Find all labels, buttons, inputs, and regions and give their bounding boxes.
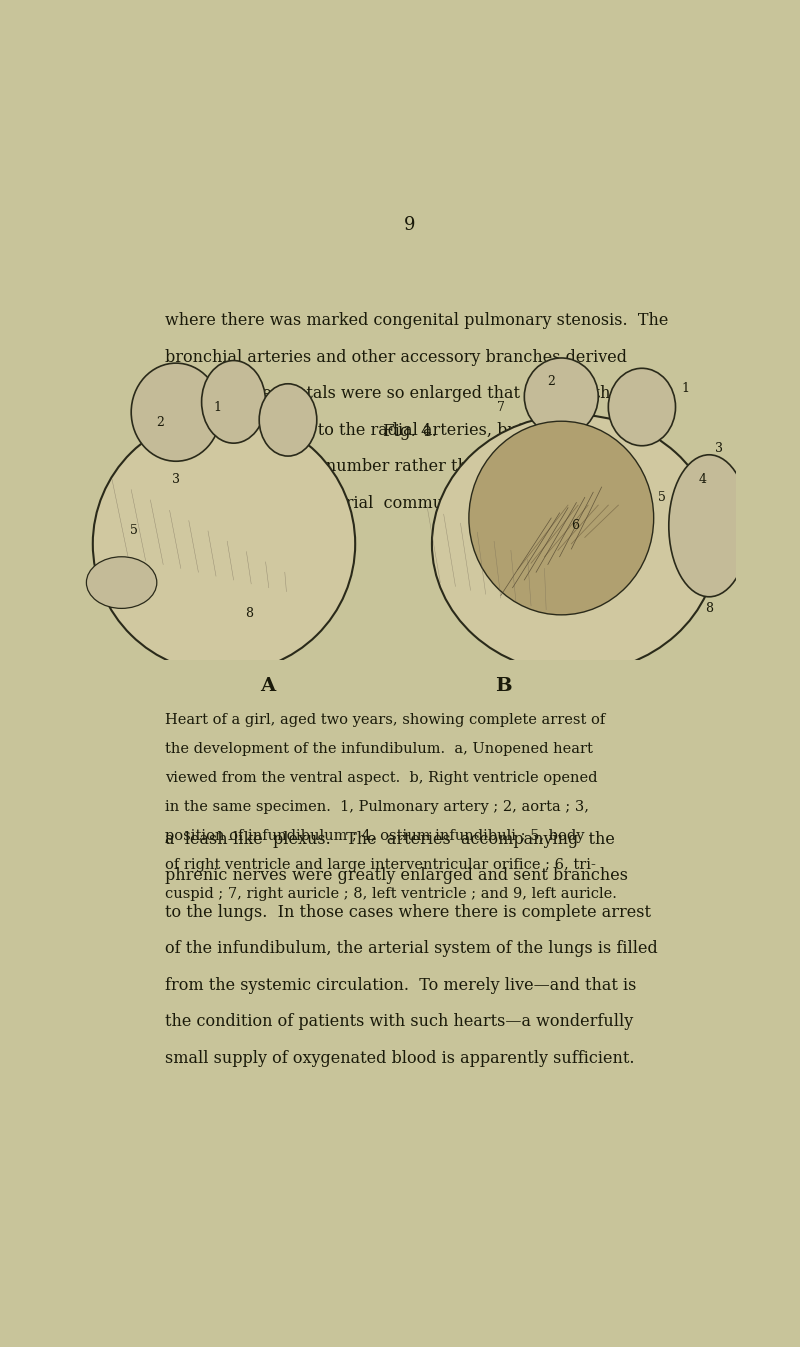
Text: where there was marked congenital pulmonary stenosis.  The: where there was marked congenital pulmon… bbox=[165, 313, 669, 329]
Text: from the intercostals were so enlarged that some of them: from the intercostals were so enlarged t… bbox=[165, 385, 635, 401]
Text: 3: 3 bbox=[172, 473, 180, 486]
Text: Heart of a girl, aged two years, showing complete arrest of: Heart of a girl, aged two years, showing… bbox=[165, 714, 606, 727]
Text: 5: 5 bbox=[658, 490, 666, 504]
Text: cuspid ; 7, right auricle ; 8, left ventricle ; and 9, left auricle.: cuspid ; 7, right auricle ; 8, left vent… bbox=[165, 888, 617, 901]
Ellipse shape bbox=[86, 556, 157, 609]
Text: 3: 3 bbox=[715, 442, 723, 455]
Text: to the lungs.  In those cases where there is complete arrest: to the lungs. In those cases where there… bbox=[165, 904, 651, 920]
Text: B: B bbox=[494, 678, 511, 695]
Ellipse shape bbox=[131, 364, 221, 461]
Text: from the systemic circulation.  To merely live—and that is: from the systemic circulation. To merely… bbox=[165, 977, 637, 994]
Text: of the infundibulum, the arterial system of the lungs is filled: of the infundibulum, the arterial system… bbox=[165, 940, 658, 958]
Text: 7: 7 bbox=[497, 400, 505, 414]
Text: bronchial arteries and other accessory branches derived: bronchial arteries and other accessory b… bbox=[165, 349, 627, 365]
Text: position of infundibulum ; 4, ostium infundibuli ; 5, body: position of infundibulum ; 4, ostium inf… bbox=[165, 830, 585, 843]
Ellipse shape bbox=[259, 384, 317, 457]
Ellipse shape bbox=[432, 415, 718, 674]
Text: 5: 5 bbox=[130, 524, 138, 537]
Text: 1: 1 bbox=[682, 383, 690, 396]
Text: Fig. 4.: Fig. 4. bbox=[383, 423, 437, 440]
Text: the condition of patients with such hearts—a wonderfully: the condition of patients with such hear… bbox=[165, 1013, 634, 1030]
Text: the development of the infundibulum.  a, Unopened heart: the development of the infundibulum. a, … bbox=[165, 742, 593, 757]
Text: of  the accessory  arterial  communications ;  they formed: of the accessory arterial communications… bbox=[165, 494, 637, 512]
Text: were equal in size to the radial arteries, but one was espe-: were equal in size to the radial arterie… bbox=[165, 422, 644, 439]
Text: 8: 8 bbox=[246, 607, 254, 620]
Text: A: A bbox=[260, 678, 275, 695]
Text: 6: 6 bbox=[570, 520, 578, 532]
Text: 2: 2 bbox=[156, 416, 164, 428]
Text: viewed from the ventral aspect.  b, Right ventricle opened: viewed from the ventral aspect. b, Right… bbox=[165, 772, 598, 785]
Ellipse shape bbox=[524, 358, 598, 435]
Ellipse shape bbox=[469, 422, 654, 614]
Text: 8: 8 bbox=[705, 602, 713, 614]
Text: in the same specimen.  1, Pulmonary artery ; 2, aorta ; 3,: in the same specimen. 1, Pulmonary arter… bbox=[165, 800, 589, 814]
Text: 2: 2 bbox=[547, 374, 555, 388]
Text: cially struck by the number rather than by the size: cially struck by the number rather than … bbox=[165, 458, 580, 475]
Text: 1: 1 bbox=[214, 400, 222, 414]
Text: 4: 4 bbox=[698, 473, 706, 486]
Text: phrenic nerves were greatly enlarged and sent branches: phrenic nerves were greatly enlarged and… bbox=[165, 867, 628, 884]
Ellipse shape bbox=[93, 415, 355, 674]
Text: 9: 9 bbox=[404, 216, 416, 233]
Text: a  leash-like  plexus.   The  arteries  accompanying  the: a leash-like plexus. The arteries accomp… bbox=[165, 831, 615, 847]
Ellipse shape bbox=[608, 368, 675, 446]
Ellipse shape bbox=[202, 361, 266, 443]
Ellipse shape bbox=[669, 455, 750, 597]
Text: of right ventricle and large interventricular orifice ; 6, tri-: of right ventricle and large interventri… bbox=[165, 858, 596, 872]
Text: small supply of oxygenated blood is apparently sufficient.: small supply of oxygenated blood is appa… bbox=[165, 1049, 634, 1067]
